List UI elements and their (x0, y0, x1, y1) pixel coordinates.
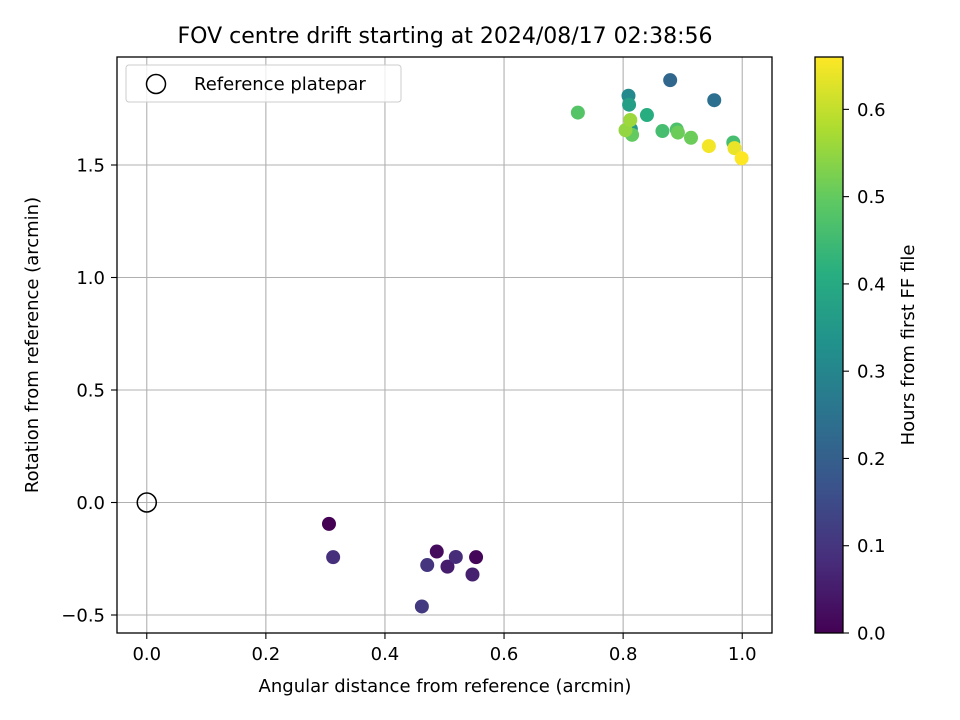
x-tick-label: 0.6 (490, 644, 519, 665)
data-point (655, 124, 670, 139)
data-point (670, 125, 685, 140)
colorbar-gradient (814, 56, 844, 634)
y-axis-ticks: −0.5 0.0 0.5 1.0 1.5 (61, 156, 117, 627)
data-point (465, 567, 480, 582)
reference-point (136, 492, 158, 513)
x-tick-label: 1.0 (728, 644, 757, 665)
y-tick-label: 1.5 (76, 156, 105, 177)
legend-box (125, 64, 402, 103)
data-point (469, 550, 484, 565)
data-point (684, 130, 699, 145)
x-tick-label: 0.4 (371, 644, 400, 665)
data-point (429, 544, 444, 559)
legend-label: Reference platepar (194, 74, 366, 95)
data-point (420, 558, 435, 573)
colorbar-tick-label: 0.1 (857, 536, 886, 557)
colorbar-tick-label: 0.5 (857, 187, 886, 208)
colorbar: 0.0 0.1 0.2 0.3 0.4 0.5 0.6 Hours from first F… (814, 56, 919, 645)
colorbar-tick-label: 0.4 (857, 274, 886, 295)
y-tick-label: 1.0 (76, 268, 105, 289)
data-point (326, 550, 341, 565)
y-tick-label: −0.5 (61, 606, 105, 627)
data-point (663, 73, 678, 88)
legend: Reference platepar (125, 64, 402, 103)
x-tick-label: 0.8 (609, 644, 638, 665)
colorbar-tick-label: 0.0 (857, 624, 886, 645)
data-point (570, 105, 585, 120)
colorbar-tick-label: 0.2 (857, 449, 886, 470)
data-point (623, 113, 638, 127)
x-tick-label: 0.0 (132, 644, 161, 665)
y-tick-label: 0.0 (76, 493, 105, 514)
reference-layer (136, 492, 158, 513)
data-point (622, 97, 637, 112)
data-point (734, 151, 749, 166)
data-point (448, 549, 463, 564)
colorbar-ticks: 0.0 0.1 0.2 0.3 0.4 0.5 0.6 (843, 100, 886, 645)
data-point (727, 141, 742, 156)
colorbar-tick-label: 0.3 (857, 362, 886, 383)
y-axis-label: Rotation from reference (arcmin) (22, 197, 43, 493)
chart-title: FOV centre drift starting at 2024/08/17 … (178, 24, 713, 49)
data-point (707, 93, 722, 108)
x-tick-label: 0.2 (252, 644, 281, 665)
data-points (321, 73, 749, 614)
data-point (440, 559, 455, 574)
x-axis-ticks: 0.0 0.2 0.4 0.6 0.8 1.0 (132, 633, 757, 665)
x-axis-label: Angular distance from reference (arcmin) (259, 676, 632, 697)
data-point (639, 108, 654, 123)
data-point (321, 516, 336, 531)
legend-marker (145, 73, 167, 95)
colorbar-label: Hours from first FF file (898, 245, 919, 446)
plot-frame (116, 56, 773, 634)
colorbar-tick-label: 0.6 (857, 100, 886, 121)
y-tick-label: 0.5 (76, 381, 105, 402)
data-point (701, 139, 716, 154)
data-point (414, 599, 429, 614)
grid-lines (117, 57, 772, 633)
